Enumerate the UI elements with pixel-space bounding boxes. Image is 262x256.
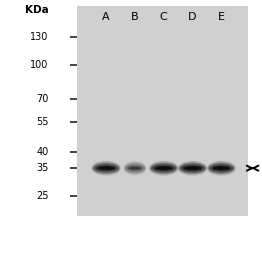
Text: 130: 130: [30, 32, 48, 42]
Text: 40: 40: [36, 146, 48, 157]
Ellipse shape: [127, 166, 143, 171]
Text: 100: 100: [30, 59, 48, 70]
Text: 35: 35: [36, 163, 48, 173]
Text: 70: 70: [36, 93, 48, 104]
Ellipse shape: [96, 166, 116, 171]
Text: C: C: [160, 12, 168, 22]
Text: D: D: [188, 12, 197, 22]
Text: 55: 55: [36, 117, 48, 127]
Text: E: E: [218, 12, 225, 22]
Ellipse shape: [183, 166, 202, 171]
Ellipse shape: [186, 167, 199, 169]
Ellipse shape: [130, 167, 140, 169]
Ellipse shape: [181, 165, 205, 172]
Ellipse shape: [215, 167, 228, 169]
Ellipse shape: [154, 166, 173, 171]
Text: KDa: KDa: [25, 5, 48, 15]
Ellipse shape: [157, 167, 170, 169]
Text: 25: 25: [36, 191, 48, 201]
Text: A: A: [102, 12, 110, 22]
Ellipse shape: [100, 167, 113, 169]
Text: B: B: [131, 12, 139, 22]
Bar: [77, 6, 248, 216]
Ellipse shape: [212, 166, 231, 171]
